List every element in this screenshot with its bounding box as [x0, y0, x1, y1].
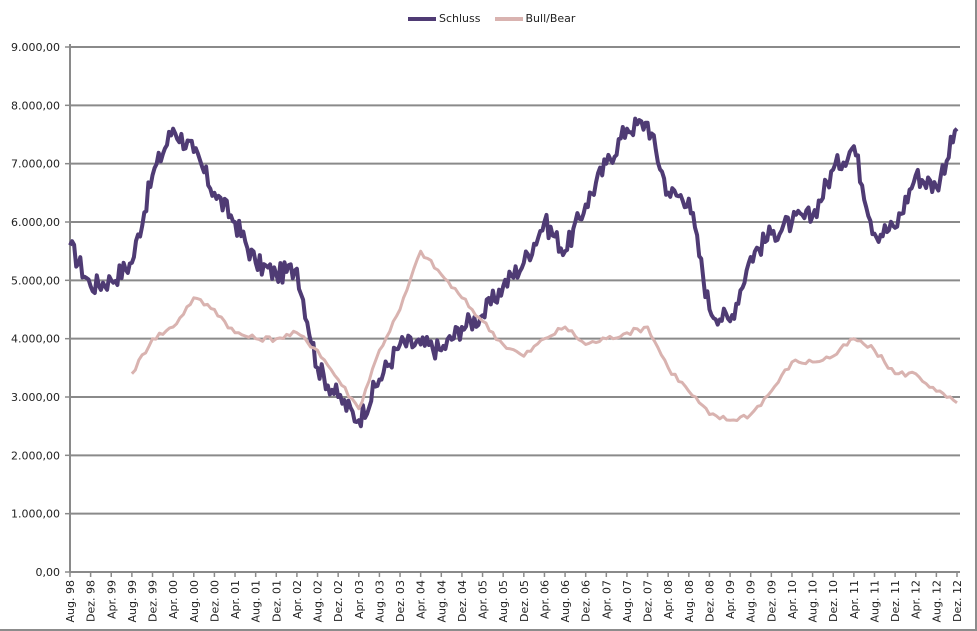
x-tick-label: Aug. 07 — [621, 580, 634, 622]
x-tick-label: Aug. 05 — [497, 580, 510, 622]
x-tick-label: Dez. 05 — [518, 580, 531, 622]
legend-label-bullbear: Bull/Bear — [525, 12, 576, 25]
x-tick-label: Apr. 04 — [415, 580, 428, 619]
x-tick-label: Apr. 10 — [786, 580, 799, 619]
y-tick-label: 8.000,00 — [11, 99, 60, 112]
y-tick-label: 2.000,00 — [11, 449, 60, 462]
x-tick-label: Apr. 11 — [848, 580, 861, 619]
x-tick-label: Dez. 07 — [642, 580, 655, 622]
legend-item-bullbear: Bull/Bear — [494, 12, 576, 25]
x-tick-label: Apr. 00 — [167, 580, 180, 619]
y-tick-label: 1.000,00 — [11, 508, 60, 521]
legend-swatch-schluss — [408, 16, 436, 21]
y-tick-label: 0,00 — [36, 566, 61, 579]
x-tick-label: Dez. 99 — [147, 580, 160, 622]
x-tick-label: Aug. 03 — [373, 580, 386, 622]
x-tick-label: Apr. 01 — [229, 580, 242, 619]
y-tick-label: 7.000,00 — [11, 158, 60, 171]
y-tick-label: 3.000,00 — [11, 391, 60, 404]
x-tick-label: Dez. 06 — [580, 580, 593, 622]
series-line-bullbear — [130, 249, 958, 422]
x-tick-label: Aug. 99 — [126, 580, 139, 622]
x-tick-label: Aug. 00 — [188, 580, 201, 622]
x-tick-label: Dez. 98 — [85, 580, 98, 622]
y-tick-label: 6.000,00 — [11, 216, 60, 229]
y-axis: 0,00 1.000,00 2.000,00 3.000,00 4.000,00 5.00… — [11, 41, 71, 579]
chart-legend: Schluss Bull/Bear — [408, 12, 575, 25]
x-tick-label: Aug. 09 — [745, 580, 758, 622]
x-tick-label: Apr. 09 — [724, 580, 737, 619]
x-tick-label: Aug. 10 — [807, 580, 820, 622]
x-tick-label: Dez. 09 — [765, 580, 778, 622]
y-tick-label: 5.000,00 — [11, 274, 60, 287]
x-tick-label: Apr. 06 — [538, 580, 551, 619]
x-tick-label: Aug. 01 — [250, 580, 263, 622]
x-tick-label: Dez. 03 — [394, 580, 407, 622]
series-lines — [68, 116, 959, 429]
x-tick-label: Dez. 00 — [208, 580, 221, 622]
x-tick-label: Aug. 06 — [559, 580, 572, 622]
legend-label-schluss: Schluss — [439, 12, 481, 25]
x-tick-label: Aug. 12 — [930, 580, 943, 622]
gridlines — [70, 46, 960, 515]
series-line-schluss — [68, 116, 959, 429]
x-tick-label: Apr. 12 — [910, 580, 923, 619]
x-tick-label: Apr. 03 — [353, 580, 366, 619]
x-tick-label: Dez. 10 — [827, 580, 840, 622]
y-tick-label: 9.000,00 — [11, 41, 60, 54]
x-tick-label: Dez. 01 — [270, 580, 283, 622]
x-tick-label: Apr. 08 — [662, 580, 675, 619]
x-tick-label: Aug. 04 — [435, 580, 448, 622]
x-tick-label: Dez. 12 — [951, 580, 964, 622]
x-tick-label: Aug. 02 — [312, 580, 325, 622]
x-tick-label: Dez. 04 — [456, 580, 469, 622]
x-tick-label: Aug. 08 — [683, 580, 696, 622]
x-tick-label: Dez. 08 — [703, 580, 716, 622]
x-tick-label: Apr. 05 — [477, 580, 490, 619]
x-axis: Aug. 98 Dez. 98 Apr. 99 Aug. 99 Dez. 99 Apr. … — [64, 571, 964, 622]
x-tick-label: Apr. 99 — [105, 580, 118, 619]
x-tick-label: Dez. 11 — [889, 580, 902, 622]
legend-item-schluss: Schluss — [408, 12, 481, 25]
x-tick-label: Aug. 11 — [868, 580, 881, 622]
legend-swatch-bullbear — [494, 16, 523, 21]
x-tick-label: Dez. 02 — [332, 580, 345, 622]
x-tick-label: Aug. 98 — [64, 580, 77, 622]
x-tick-label: Apr. 07 — [600, 580, 613, 619]
y-tick-label: 4.000,00 — [11, 333, 60, 346]
x-tick-label: Apr. 02 — [291, 580, 304, 619]
